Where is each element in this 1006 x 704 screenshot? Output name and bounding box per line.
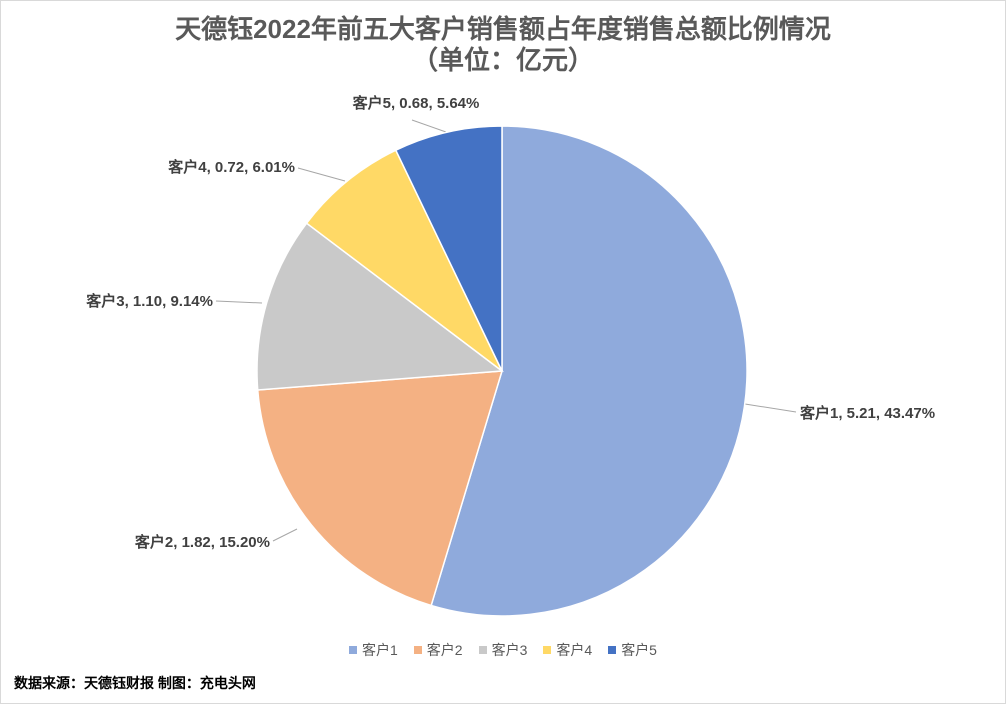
pie-slice-3 xyxy=(256,222,505,391)
legend-label: 客户2 xyxy=(426,642,463,658)
legend-item-1: 客户1 xyxy=(349,640,398,660)
source-note: 数据来源：天德钰财报 制图：充电头网 xyxy=(14,675,256,691)
data-labels: 客户1, 5.21, 43.47% 客户2, 1.82, 15.20% 客户3, 1… xyxy=(85,94,935,551)
legend-item-4: 客户4 xyxy=(543,640,592,660)
pie-slice-5 xyxy=(394,125,503,372)
legend-swatch xyxy=(413,646,422,654)
data-label-2: 客户2, 1.82, 15.20% xyxy=(134,533,270,551)
chart-title: 天德钰2022年前五大客户销售额占年度销售总额比例情况 xyxy=(175,14,831,44)
legend-item-3: 客户3 xyxy=(478,640,528,660)
legend-swatch xyxy=(543,646,552,654)
legend-label: 客户4 xyxy=(556,642,593,658)
legend-swatch xyxy=(478,646,487,654)
leader-line-3 xyxy=(215,300,263,304)
legend-swatch xyxy=(349,646,357,654)
data-label-1: 客户1, 5.21, 43.47% xyxy=(799,404,935,422)
leader-line-4 xyxy=(297,167,346,182)
leader-line-5 xyxy=(411,119,447,133)
legend: 客户1 客户2 客户3 客户4 客户5 xyxy=(0,640,1006,660)
leader-line-1 xyxy=(744,403,797,413)
data-label-4: 客户4, 0.72, 6.01% xyxy=(167,158,295,176)
pie-slices xyxy=(256,125,748,617)
legend-label: 客户1 xyxy=(362,642,398,658)
data-label-3: 客户3, 1.10, 9.14% xyxy=(85,292,213,310)
leader-line-2 xyxy=(272,528,298,542)
legend-label: 客户5 xyxy=(621,642,657,658)
pie-slice-4 xyxy=(305,149,503,372)
pie-slice-1 xyxy=(430,125,748,617)
legend-item-2: 客户2 xyxy=(413,640,463,660)
data-label-5: 客户5, 0.68, 5.64% xyxy=(352,94,480,112)
leader-lines xyxy=(215,119,797,542)
legend-swatch xyxy=(608,646,617,654)
legend-item-5: 客户5 xyxy=(608,640,657,660)
legend-label: 客户3 xyxy=(491,642,528,658)
chart-subtitle: （单位：亿元） xyxy=(411,45,594,75)
pie-slice-2 xyxy=(256,370,504,607)
